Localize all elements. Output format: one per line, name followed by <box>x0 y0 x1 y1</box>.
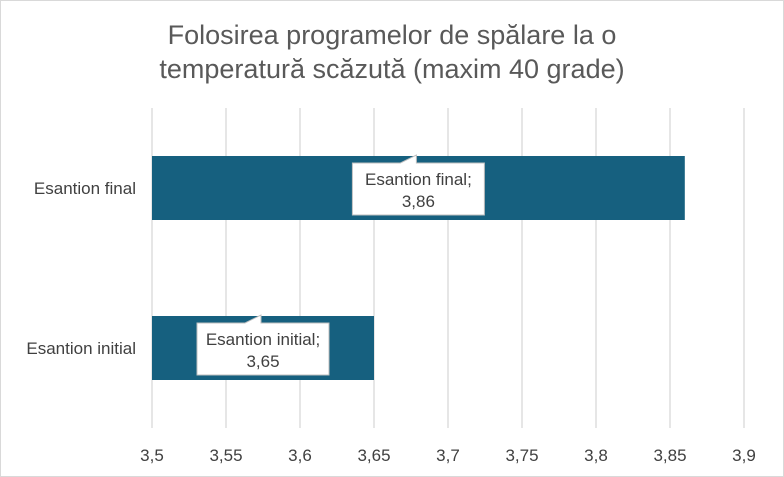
x-tick-label: 3,7 <box>436 446 460 465</box>
data-label-box <box>196 314 330 376</box>
data-label: Esantion initial; 3,65 <box>196 314 330 376</box>
data-label-value: 3,86 <box>402 192 435 211</box>
chart-title-line-1: Folosirea programelor de spălare la o <box>167 20 617 50</box>
x-tick-label: 3,5 <box>140 446 164 465</box>
x-tick-label: 3,55 <box>209 446 242 465</box>
category-label: Esantion initial <box>26 339 136 358</box>
chart-title-line-2: temperatură scăzută (maxim 40 grade) <box>159 54 625 84</box>
data-label-category: Esantion initial; <box>206 330 320 349</box>
x-tick-label: 3,85 <box>653 446 686 465</box>
category-labels: Esantion final Esantion initial <box>26 179 136 358</box>
x-tick-label: 3,9 <box>732 446 756 465</box>
x-tick-label: 3,75 <box>505 446 538 465</box>
x-tick-labels: 3,5 3,55 3,6 3,65 3,7 3,75 3,8 3,85 3,9 <box>140 446 756 465</box>
data-labels: Esantion final; 3,86 Esantion initial; 3,65 <box>196 154 485 376</box>
data-label: Esantion final; 3,86 <box>351 154 485 216</box>
data-label-category: Esantion final; <box>365 170 472 189</box>
category-label: Esantion final <box>34 179 136 198</box>
x-tick-label: 3,6 <box>288 446 312 465</box>
x-tick-label: 3,65 <box>357 446 390 465</box>
data-label-value: 3,65 <box>246 352 279 371</box>
data-label-box <box>351 154 485 216</box>
chart-title: Folosirea programelor de spălare la o te… <box>0 18 784 86</box>
x-tick-label: 3,8 <box>584 446 608 465</box>
